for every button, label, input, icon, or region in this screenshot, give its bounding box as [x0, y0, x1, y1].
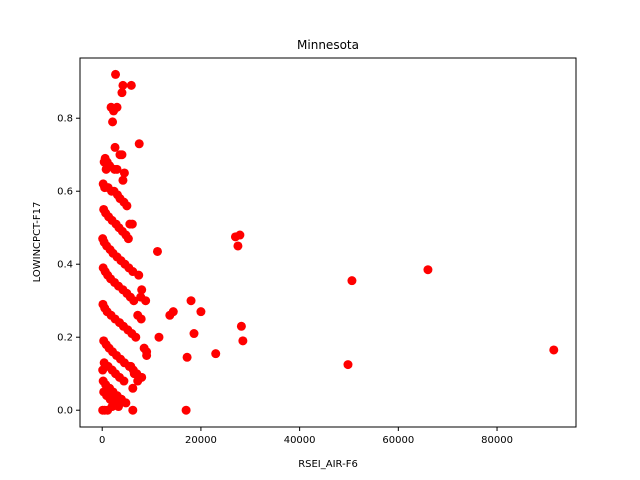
- data-point: [154, 332, 164, 342]
- chart-title: Minnesota: [297, 38, 359, 52]
- points-layer: [98, 69, 559, 415]
- data-point: [128, 383, 138, 393]
- y-tick-label: 0.8: [57, 114, 73, 125]
- data-point: [347, 276, 357, 286]
- data-point: [128, 405, 138, 415]
- data-point: [119, 376, 129, 386]
- data-point: [142, 350, 152, 360]
- data-point: [108, 117, 118, 127]
- data-point: [101, 164, 111, 174]
- data-point: [137, 372, 147, 382]
- y-tick-label: 0.0: [57, 406, 73, 417]
- data-point: [119, 168, 129, 178]
- data-point: [131, 332, 141, 342]
- x-tick-label: 40000: [284, 435, 316, 446]
- data-point: [134, 139, 144, 149]
- data-point: [127, 219, 137, 229]
- x-tick-label: 80000: [481, 435, 513, 446]
- data-point: [122, 201, 132, 211]
- data-point: [112, 164, 122, 174]
- x-tick-label: 60000: [382, 435, 414, 446]
- data-point: [118, 175, 128, 185]
- y-axis-ticks: 0.0 0.2 0.4 0.6 0.8: [57, 114, 80, 417]
- data-point: [129, 369, 139, 379]
- y-tick-label: 0.2: [57, 333, 73, 344]
- data-point: [211, 349, 221, 359]
- data-point: [423, 265, 433, 275]
- x-tick-label: 20000: [185, 435, 217, 446]
- data-point: [233, 241, 243, 251]
- data-point: [235, 230, 245, 240]
- data-point: [129, 296, 139, 306]
- data-point: [549, 345, 559, 355]
- plot-frame: [79, 57, 577, 428]
- y-tick-label: 0.4: [57, 260, 73, 271]
- data-point: [117, 88, 127, 98]
- x-axis-label: RSEI_AIR-F6: [298, 459, 358, 470]
- data-point: [189, 329, 199, 339]
- data-point: [134, 270, 144, 280]
- data-point: [181, 405, 191, 415]
- data-point: [182, 352, 192, 362]
- data-point: [111, 69, 121, 79]
- data-point: [116, 394, 126, 404]
- data-point: [196, 307, 206, 317]
- data-point: [136, 314, 146, 324]
- data-point: [126, 80, 136, 90]
- data-point: [236, 321, 246, 331]
- data-point: [117, 150, 127, 160]
- y-tick-label: 0.6: [57, 187, 73, 198]
- x-axis-ticks: 0 20000 40000 60000 80000: [99, 427, 513, 446]
- data-point: [137, 285, 147, 295]
- data-point: [165, 310, 175, 320]
- data-point: [238, 336, 248, 346]
- data-point: [186, 296, 196, 306]
- data-point: [118, 80, 128, 90]
- y-axis-label: LOWINCPCT-F17: [32, 202, 43, 283]
- x-tick-label: 0: [99, 435, 105, 446]
- data-point: [109, 106, 119, 116]
- data-point: [110, 142, 120, 152]
- data-point: [152, 246, 162, 256]
- data-point: [141, 296, 151, 306]
- data-point: [126, 361, 136, 371]
- data-point: [343, 360, 353, 370]
- data-point: [123, 234, 133, 244]
